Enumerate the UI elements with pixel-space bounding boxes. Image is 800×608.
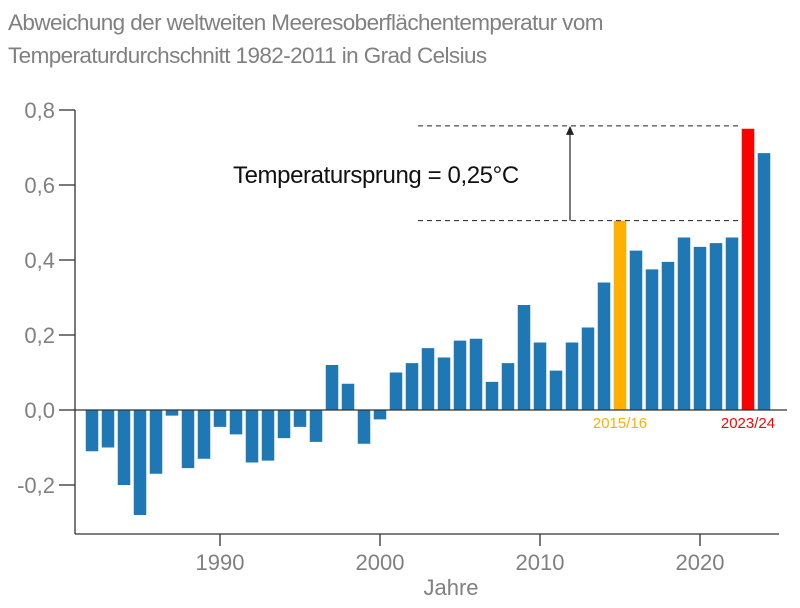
bar-1993 <box>261 410 275 461</box>
x-axis-label: Jahre <box>423 575 478 600</box>
bar-1998 <box>341 383 355 410</box>
y-tick-label: 0,4 <box>24 248 55 273</box>
bar-2011 <box>549 370 563 410</box>
bar-2000 <box>373 410 387 420</box>
bar-2014 <box>597 282 611 410</box>
bar-1985 <box>133 410 147 515</box>
bar-2020 <box>693 246 707 410</box>
bar-1992 <box>245 410 259 463</box>
bar-1990 <box>213 410 227 427</box>
chart-title-line2: Temperaturdurchschnitt 1982-2011 in Grad… <box>8 43 487 68</box>
bar-1996 <box>309 410 323 442</box>
chart-title-line1: Abweichung der weltweiten Meeresoberfläc… <box>8 10 603 35</box>
bar-2012 <box>565 342 579 410</box>
bar-2019 <box>677 237 691 410</box>
bar-1986 <box>149 410 163 474</box>
x-ticks: 1990 2000 2010 2020 <box>196 534 725 575</box>
bar-1987 <box>165 410 179 416</box>
bar-1991 <box>229 410 243 435</box>
x-tick-label: 2020 <box>676 550 725 575</box>
annotation-group: Temperatursprung = 0,25°C <box>233 125 742 222</box>
bar-1983 <box>101 410 115 448</box>
bar-2009 <box>517 305 531 410</box>
chart-title: Abweichung der weltweiten Meeresoberfläc… <box>8 6 603 72</box>
highlight-label-2023: 2023/24 <box>721 415 775 432</box>
bar-1989 <box>197 410 211 459</box>
bar-2023 <box>741 128 755 410</box>
bar-2008 <box>501 363 515 410</box>
bar-2010 <box>533 342 547 410</box>
bar-1988 <box>181 410 195 469</box>
bar-2003 <box>421 348 435 410</box>
arrow-up-icon <box>566 125 574 135</box>
bar-2024 <box>757 153 771 410</box>
annotation-text: Temperatursprung = 0,25°C <box>233 162 519 189</box>
bar-2021 <box>709 243 723 410</box>
highlight-label-2015: 2015/16 <box>593 415 647 432</box>
bar-2007 <box>485 381 499 410</box>
bar-2017 <box>645 269 659 410</box>
y-ticks: -0,2 0,0 0,2 0,4 0,6 0,8 <box>17 98 75 498</box>
bar-2006 <box>469 338 483 410</box>
y-tick-label: 0,2 <box>24 323 55 348</box>
bar-2022 <box>725 237 739 410</box>
y-tick-label: -0,2 <box>17 473 55 498</box>
bar-2016 <box>629 250 643 410</box>
bar-2018 <box>661 261 675 410</box>
bar-1995 <box>293 410 307 427</box>
bar-2005 <box>453 340 467 410</box>
bar-2001 <box>389 372 403 410</box>
bar-2013 <box>581 327 595 410</box>
x-tick-label: 2010 <box>516 550 565 575</box>
highlight-labels: 2015/16 2023/24 <box>593 415 775 432</box>
bar-1997 <box>325 365 339 410</box>
bar-2004 <box>437 357 451 410</box>
bar-1994 <box>277 410 291 439</box>
x-tick-label: 1990 <box>196 550 245 575</box>
bar-1984 <box>117 410 131 485</box>
bar-2015 <box>613 220 627 410</box>
bar-1999 <box>357 410 371 444</box>
y-tick-label: 0,8 <box>24 98 55 123</box>
bars-group <box>85 128 771 515</box>
x-tick-label: 2000 <box>356 550 405 575</box>
bar-2002 <box>405 363 419 410</box>
y-tick-label: 0,6 <box>24 173 55 198</box>
y-tick-label: 0,0 <box>24 398 55 423</box>
bar-1982 <box>85 410 99 452</box>
